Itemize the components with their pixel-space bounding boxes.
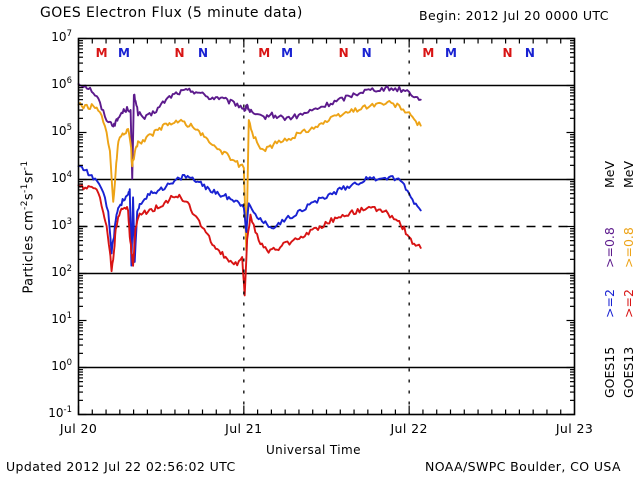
- page-title: GOES Electron Flux (5 minute data): [40, 5, 303, 21]
- series-goes13-0-8-mev: [77, 99, 422, 252]
- x-tick-label: Jul 21: [225, 421, 263, 436]
- series-goes15-2-mev: [77, 165, 422, 267]
- updated-timestamp: Updated 2012 Jul 22 02:56:02 UTC: [6, 459, 236, 474]
- top-marker-n: N: [361, 46, 372, 60]
- top-marker-n: N: [338, 46, 349, 60]
- top-marker-n: N: [502, 46, 513, 60]
- y-tick-label: 106: [51, 75, 72, 91]
- series-goes13-2-mev: [77, 183, 422, 297]
- top-marker-m: M: [117, 46, 130, 60]
- y-tick-label: 100: [51, 357, 72, 373]
- top-marker-m: M: [258, 46, 271, 60]
- begin-time-label: Begin: 2012 Jul 20 0000 UTC: [419, 8, 609, 23]
- y-tick-label: 103: [51, 216, 72, 232]
- top-marker-m: M: [422, 46, 435, 60]
- y-tick-label: 102: [51, 263, 72, 279]
- x-tick-label: Jul 20: [59, 421, 98, 436]
- source-credit: NOAA/SWPC Boulder, CO USA: [425, 459, 621, 474]
- data-curves: [77, 83, 422, 297]
- top-marker-m: M: [281, 46, 294, 60]
- top-marker-m: M: [95, 46, 108, 60]
- y-tick-label: 104: [51, 169, 72, 185]
- x-axis-title: Universal Time: [266, 443, 361, 457]
- x-tick-label: Jul 22: [390, 421, 428, 436]
- top-marker-n: N: [197, 46, 209, 60]
- y-tick-label: 107: [51, 28, 72, 44]
- y-tick-label: 101: [51, 310, 72, 326]
- gridlines: [78, 84, 575, 369]
- top-marker-n: N: [174, 46, 185, 60]
- y-tick-label: 10-1: [48, 404, 72, 420]
- y-tick-label: 105: [51, 122, 72, 138]
- plot-frame: [77, 37, 576, 416]
- series-goes15-0-8-mev: [77, 83, 422, 180]
- top-marker-m: M: [445, 46, 457, 60]
- x-tick-label: Jul 23: [555, 421, 594, 436]
- top-marker-n: N: [524, 46, 535, 60]
